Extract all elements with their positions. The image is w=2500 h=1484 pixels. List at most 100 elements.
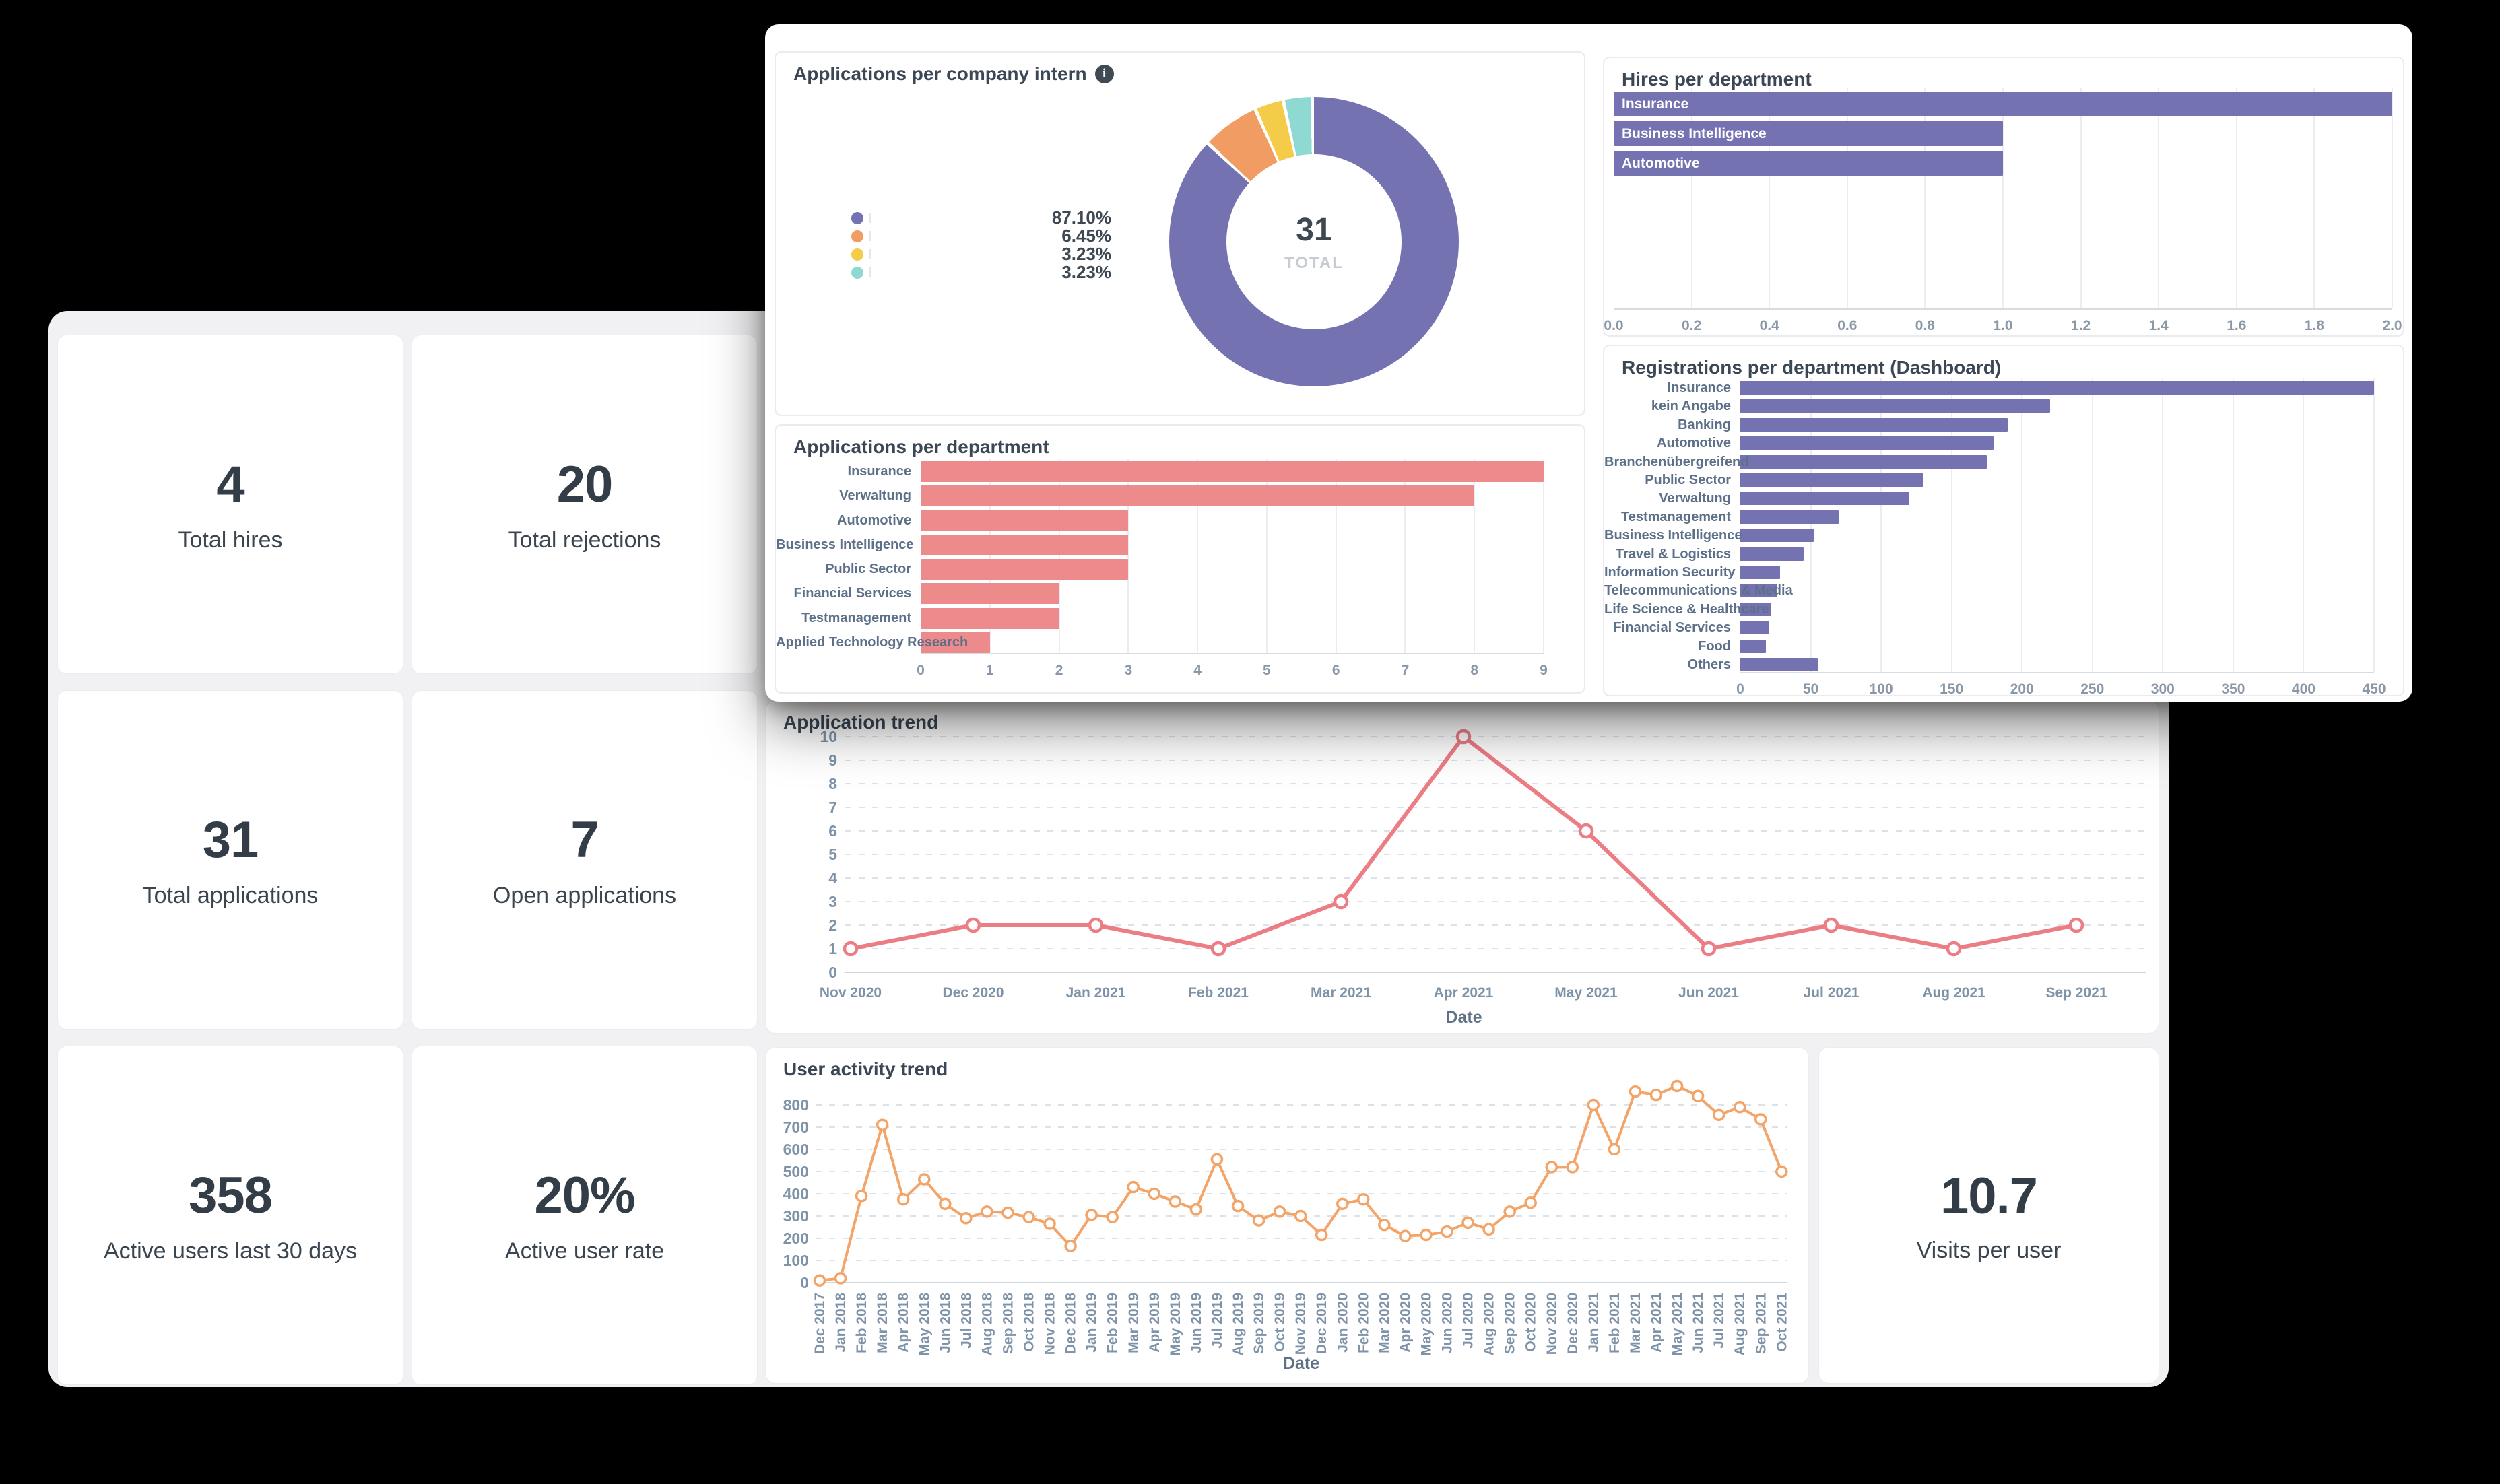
bar (1740, 566, 1780, 579)
bar (1740, 547, 1804, 561)
panel-title: Hires per department (1622, 69, 1812, 90)
legend-item[interactable]: 87.10% (851, 207, 1111, 228)
applications-dept-bar-chart: 0 1 2 3 4 5 6 7 8 9 Insurance Verwaltung Automotive B… (776, 426, 1584, 692)
panel-title: Applications per company intern (793, 63, 1087, 84)
bar (1740, 584, 1777, 598)
svg-text:Sep 2018: Sep 2018 (1000, 1293, 1016, 1354)
legend-item[interactable]: 3.23% (851, 262, 1111, 282)
svg-text:0: 0 (828, 964, 837, 981)
registrations-bar-chart: 0 50 100 150 200 250 300 350 400 450 Insurance kein… (1604, 346, 2403, 697)
category-label: Testmanagement (801, 610, 911, 626)
category-label: Insurance (1622, 96, 1689, 112)
svg-text:Oct 2021: Oct 2021 (1774, 1293, 1789, 1352)
x-tick-label: 250 (2080, 681, 2105, 697)
bar (1740, 381, 2374, 395)
stat-label: Active users last 30 days (103, 1238, 358, 1264)
category-label: Telecommunications & Media (1604, 583, 1793, 599)
svg-text:May 2018: May 2018 (917, 1293, 932, 1356)
legend-dot (851, 211, 863, 224)
svg-text:200: 200 (783, 1229, 809, 1247)
svg-text:Aug 2019: Aug 2019 (1230, 1293, 1246, 1355)
svg-text:Jul 2021: Jul 2021 (1711, 1293, 1727, 1349)
legend-item[interactable]: 6.45% (851, 226, 1111, 246)
svg-text:Jun 2019: Jun 2019 (1189, 1293, 1204, 1353)
bar (1740, 399, 2051, 413)
bar (1740, 473, 1923, 487)
svg-text:Jul 2019: Jul 2019 (1210, 1293, 1225, 1349)
svg-text:Jun 2018: Jun 2018 (938, 1293, 953, 1353)
category-label: Financial Services (1613, 620, 1731, 636)
bar (1740, 529, 1814, 543)
category-label: Banking (1678, 417, 1731, 432)
x-tick-label: 300 (2150, 681, 2175, 697)
svg-text:6: 6 (828, 822, 837, 840)
stat-value: 358 (189, 1167, 273, 1224)
svg-text:10: 10 (820, 728, 837, 745)
bar (1740, 492, 1909, 506)
stat-label: Total hires (178, 527, 283, 553)
x-tick-label: 1 (985, 663, 994, 678)
bar (921, 632, 990, 653)
svg-text:Nov 2018: Nov 2018 (1043, 1293, 1058, 1355)
svg-text:Sep 2021: Sep 2021 (2045, 985, 2107, 1001)
info-icon[interactable]: i (1094, 65, 1114, 83)
x-tick-label: 0.4 (1759, 318, 1779, 333)
donut-total-label: TOTAL (1284, 253, 1344, 272)
category-label: Business Intelligence (776, 537, 914, 552)
svg-text:Jan 2018: Jan 2018 (833, 1293, 849, 1353)
svg-text:400: 400 (783, 1185, 809, 1203)
x-tick-label: 0.0 (1604, 318, 1624, 333)
stat-value: 31 (202, 811, 259, 869)
x-tick-label: 1.0 (1993, 318, 2013, 333)
x-axis-title: Date (1282, 1354, 1320, 1373)
svg-text:May 2019: May 2019 (1168, 1293, 1183, 1355)
x-tick-label: 1.8 (2304, 318, 2324, 333)
svg-text:Mar 2021: Mar 2021 (1311, 985, 1371, 1001)
svg-text:Jan 2019: Jan 2019 (1084, 1293, 1100, 1353)
donut-chart: 31 TOTAL (1169, 97, 1459, 386)
registrations-per-department-panel: Registrations per department (Dashboard)… (1603, 345, 2404, 697)
x-tick-label: 9 (1540, 663, 1548, 678)
svg-text:Sep 2021: Sep 2021 (1753, 1293, 1769, 1354)
svg-text:Oct 2019: Oct 2019 (1272, 1293, 1288, 1352)
svg-text:Sep 2020: Sep 2020 (1503, 1293, 1518, 1354)
x-tick-label: 50 (1802, 681, 1819, 697)
legend-dot (851, 230, 863, 242)
x-tick-label: 150 (1940, 681, 1964, 697)
stat-value: 20% (534, 1167, 635, 1224)
svg-text:3: 3 (828, 893, 837, 910)
svg-text:Jan 2021: Jan 2021 (1586, 1293, 1602, 1353)
svg-text:Dec 2020: Dec 2020 (1565, 1293, 1581, 1354)
category-label: Life Science & Healthcare (1604, 601, 1769, 617)
hires-bar-chart: Insurance Business Intelligence Automotive… (1604, 58, 2403, 335)
bar (921, 510, 1129, 531)
legend-value: 87.10% (1051, 207, 1111, 228)
svg-text:May 2021: May 2021 (1554, 985, 1618, 1001)
legend-tick (869, 249, 871, 259)
legend-value: 3.23% (1061, 262, 1111, 282)
x-tick-label: 1.2 (2070, 318, 2091, 333)
svg-text:Aug 2021: Aug 2021 (1732, 1293, 1748, 1356)
bar (1740, 454, 1987, 469)
x-tick-label: 2.0 (2382, 318, 2402, 333)
category-label: Insurance (847, 464, 911, 479)
category-label: Verwaltung (1659, 491, 1731, 506)
svg-text:Jul 2021: Jul 2021 (1804, 985, 1860, 1001)
bar (1740, 510, 1839, 524)
application-trend-panel: Application trend 0 1 2 3 4 5 6 7 8 9 10 Nov 2020 De… (765, 700, 2159, 1034)
category-label: Verwaltung (839, 488, 911, 504)
legend-item[interactable]: 3.23% (851, 244, 1111, 264)
legend-dot (851, 248, 863, 261)
bar (921, 534, 1129, 555)
x-tick-label: 0.2 (1681, 318, 1702, 333)
stat-label: Total rejections (508, 527, 661, 553)
svg-text:800: 800 (783, 1096, 809, 1114)
category-label: Public Sector (1645, 473, 1731, 487)
panel-title: Application trend (783, 712, 939, 733)
svg-text:Feb 2021: Feb 2021 (1188, 985, 1249, 1001)
stat-label: Open applications (492, 883, 677, 908)
user-activity-trend-panel: User activity trend 0 100 200 300 400 500 600 7… (765, 1047, 1809, 1384)
stat-card-active-user-rate: 20% Active user rate (412, 1046, 758, 1385)
category-label: Information Security (1604, 565, 1736, 580)
